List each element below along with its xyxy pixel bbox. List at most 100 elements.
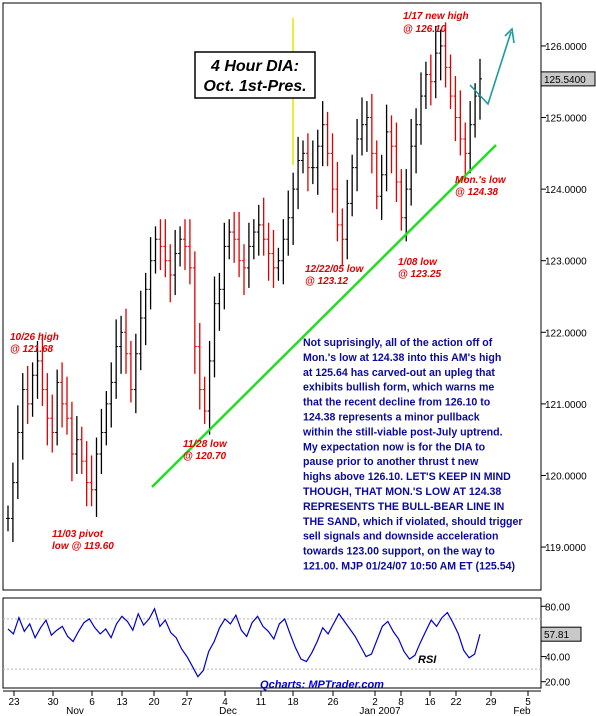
price-bar [207,340,212,435]
x-tick-label: 18 [287,697,299,708]
price-bar [399,169,404,231]
projection-path [469,31,512,106]
price-bar [379,154,384,220]
price-bar [124,308,128,374]
price-y-axis: 126.0000 125.0000 124.0000 123.0000 122.0000… [540,42,596,554]
svg-text:@ 123.25: @ 123.25 [398,269,442,280]
price-bar [242,244,246,296]
x-tick-label: 6 [89,697,95,708]
svg-text:12/22/05 low: 12/22/05 low [305,264,365,275]
price-bar [315,129,320,195]
svg-text:@ 124.38: @ 124.38 [455,187,499,198]
commentary-line: THE SAND, which if violated, should trig… [303,516,523,528]
commentary-line: within the still-viable post-July uptren… [302,426,503,438]
price-bar [389,115,394,174]
x-tick-label: 30 [47,697,59,708]
price-bar [133,333,138,414]
price-bar [330,133,335,213]
x-tick-label: 11 [256,697,267,708]
price-bar [345,179,350,260]
x-tick-label: 4 [222,697,228,708]
price-bar [305,133,310,192]
price-bar [114,319,119,399]
projection-arrowhead [504,27,515,44]
price-bar [119,315,124,374]
rsi-panel [2,597,542,689]
price-bar [168,244,173,303]
rsi-y-tick-label: 80.00 [545,602,570,613]
annotation-12-22-low: 12/22/05 low @ 123.12 [305,264,365,287]
price-bar [340,208,345,267]
price-bar [438,29,443,81]
price-bar [453,76,458,142]
price-y-tick-label: 124.0000 [545,185,587,196]
price-bar [237,212,242,278]
commentary-line: towards 123.00 support, on the way to [303,546,495,558]
x-month-label: Jan 2007 [359,706,401,716]
price-bar [30,362,35,417]
svg-text:10/26 high: 10/26 high [10,332,59,343]
annotation-mons-low: Mon.'s low @ 124.38 [455,175,507,198]
price-bar [35,340,40,399]
x-tick-label: 5 [525,697,531,708]
price-bar [183,219,187,271]
x-tick-label: 8 [398,697,404,708]
price-bar [468,101,473,174]
price-bar [433,25,438,99]
price-bar [419,72,423,145]
price-bar [360,97,364,156]
price-bar [271,229,276,288]
price-bar [369,93,374,174]
rsi-label: RSI [418,654,437,666]
price-bar [138,290,143,371]
price-bar [20,373,25,460]
price-bar [60,362,65,428]
price-bar [158,219,163,271]
annotation-1-08-low: 1/08 low @ 123.25 [398,257,442,280]
price-bar [232,212,237,263]
commentary-line: sell signals and downside acceleration [303,531,498,543]
price-bar [384,104,389,192]
x-month-label: Nov [66,706,84,716]
commentary-line: at 125.64 has carved-out an upleg that [303,367,495,379]
price-bar [6,505,10,532]
x-month-label: Feb [513,706,531,716]
price-bar [458,90,463,156]
price-y-tick-label: 119.0000 [545,543,586,554]
price-bar [286,190,291,256]
price-bar [409,118,414,206]
price-bar [84,441,89,507]
last-price-label: 125.5400 [544,75,586,86]
price-bar [325,111,330,167]
price-bar [94,437,99,517]
commentary-line: Mon.'s low at 124.38 into this AM's high [303,352,501,364]
price-bar [394,122,399,203]
price-bar [256,204,261,256]
price-bar [301,140,305,174]
price-bar [374,140,379,210]
svg-text:1/08 low: 1/08 low [398,257,438,268]
svg-text:@ 120.70: @ 120.70 [183,451,227,462]
price-bar [143,272,148,346]
price-bar [355,118,360,192]
price-bar [40,333,45,407]
chart-title: 4 Hour DIA: [210,58,299,75]
price-bar [423,61,428,109]
price-bar [296,136,301,210]
price-y-tick-label: 123.0000 [545,257,587,268]
price-bar [364,101,369,152]
commentary-text: Not suprisingly, all of the action off o… [302,337,523,573]
price-bar [414,108,419,174]
price-bar [89,455,94,507]
price-bar [473,83,478,138]
price-bar [404,169,409,242]
price-bar [153,226,158,274]
commentary-line: highs above 126.10. LET'S KEEP IN MIND [303,471,511,483]
price-bar [45,373,50,446]
price-y-tick-label: 122.0000 [545,328,587,339]
price-bar [74,416,79,475]
price-bar [246,222,251,288]
commentary-line: exhibits bullish form, which warns me [303,382,494,394]
footer-credit: Qcharts: MPTrader.com [260,679,384,691]
price-bar [65,376,69,435]
